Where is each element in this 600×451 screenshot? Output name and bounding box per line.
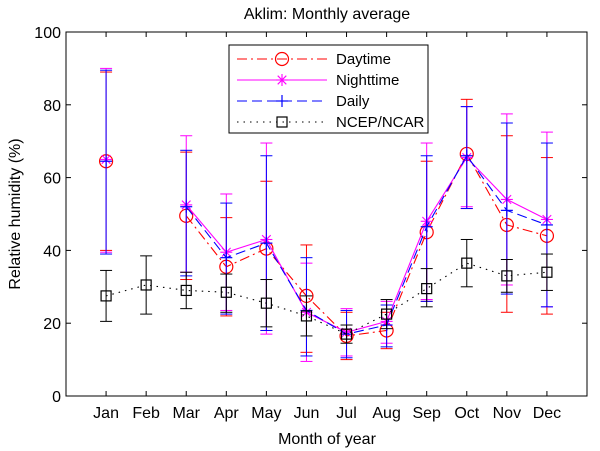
- legend-marker-daily: [276, 95, 288, 107]
- data-point-ncep-ncar-shape: [340, 328, 353, 340]
- data-point-ncep-ncar-shape: [381, 308, 393, 320]
- legend-marker-daytime: [274, 51, 290, 67]
- data-point-ncep-ncar: [421, 283, 433, 295]
- data-point-ncep-ncar-shape: [461, 257, 473, 269]
- data-point-ncep-ncar: [501, 270, 513, 282]
- data-point-daily: [420, 220, 433, 233]
- data-point-daily: [500, 204, 513, 217]
- legend-marker-ncep-ncar-shape: [276, 116, 288, 128]
- x-tick-label: May: [251, 405, 281, 422]
- y-tick-label: 80: [43, 98, 61, 115]
- data-point-ncep-ncar: [100, 290, 112, 302]
- data-point-ncep-ncar-shape: [180, 284, 192, 297]
- y-tick-label: 60: [43, 171, 61, 188]
- legend-marker-ncep-ncar: [276, 116, 288, 128]
- y-tick-label: 40: [43, 243, 61, 260]
- data-point-daily: [540, 218, 553, 231]
- data-point-ncep-ncar: [260, 297, 272, 309]
- data-point-ncep-ncar: [541, 266, 553, 278]
- legend-label-nighttime: Nighttime: [336, 72, 399, 89]
- series-line-ncep-ncar: [105, 262, 547, 335]
- y-tick-label: 20: [43, 316, 61, 333]
- x-tick-label: Oct: [454, 405, 479, 422]
- legend-marker-nighttime-d2: [277, 75, 287, 85]
- y-tick-label: 100: [34, 25, 61, 42]
- series-line-nighttime: [185, 156, 548, 333]
- data-point-ncep-ncar-shape: [220, 286, 232, 298]
- x-tick-label: Sep: [412, 405, 441, 422]
- x-tick-label: Feb: [132, 405, 160, 422]
- data-point-ncep-ncar: [461, 257, 473, 269]
- y-tick-label: 0: [52, 389, 61, 406]
- data-point-ncep-ncar-shape: [501, 270, 513, 282]
- data-point-ncep-ncar: [180, 284, 192, 297]
- data-point-ncep-ncar-shape: [300, 310, 313, 322]
- data-point-ncep-ncar: [140, 279, 152, 291]
- data-point-ncep-ncar-shape: [421, 283, 433, 295]
- x-tick-label: Jul: [336, 405, 356, 422]
- data-point-daily: [180, 200, 193, 213]
- legend: Daytime Nighttime Daily NCEP/NCAR: [228, 44, 429, 134]
- x-tick-label: Aug: [372, 405, 400, 422]
- data-point-daily: [220, 251, 233, 264]
- data-point-daily: [260, 237, 273, 250]
- data-point-ncep-ncar: [300, 310, 313, 322]
- legend-marker-nighttime: [276, 74, 288, 86]
- legend-marker-daytime-shape: [274, 51, 290, 67]
- series-ncep-ncar: [100, 238, 553, 344]
- data-point-ncep-ncar-shape: [260, 297, 272, 309]
- legend-label-daily: Daily: [336, 93, 370, 110]
- x-tick-label: Jan: [93, 405, 119, 422]
- x-tick-label: Dec: [533, 405, 561, 422]
- x-tick-label: Jun: [294, 405, 320, 422]
- data-point-daily: [460, 149, 473, 162]
- x-axis-label: Month of year: [278, 431, 377, 448]
- data-point-ncep-ncar-shape: [100, 290, 112, 302]
- x-tick-label: Apr: [214, 405, 240, 422]
- legend-label-ncep-ncar: NCEP/NCAR: [336, 114, 425, 131]
- data-point-ncep-ncar: [340, 328, 353, 340]
- data-point-ncep-ncar: [220, 286, 232, 298]
- data-point-ncep-ncar: [381, 308, 393, 320]
- data-point-ncep-ncar-shape: [541, 266, 553, 278]
- y-axis-label: Relative humidity (%): [7, 138, 24, 289]
- data-point-ncep-ncar-shape: [140, 279, 152, 291]
- x-tick-label: Nov: [493, 405, 521, 422]
- plot-area: 0 20 40 60 80 100 Jan Feb Mar Apr May Jun Jul Aug Sep O…: [34, 25, 587, 422]
- legend-label-daytime: Daytime: [336, 51, 391, 68]
- data-point-daily: [100, 155, 113, 168]
- series-line-daytime: [185, 152, 548, 337]
- plot-frame: [65, 31, 588, 397]
- x-tick-label: Mar: [172, 405, 200, 422]
- chart-title: Aklim: Monthly average: [244, 6, 410, 23]
- legend-box: [228, 44, 429, 134]
